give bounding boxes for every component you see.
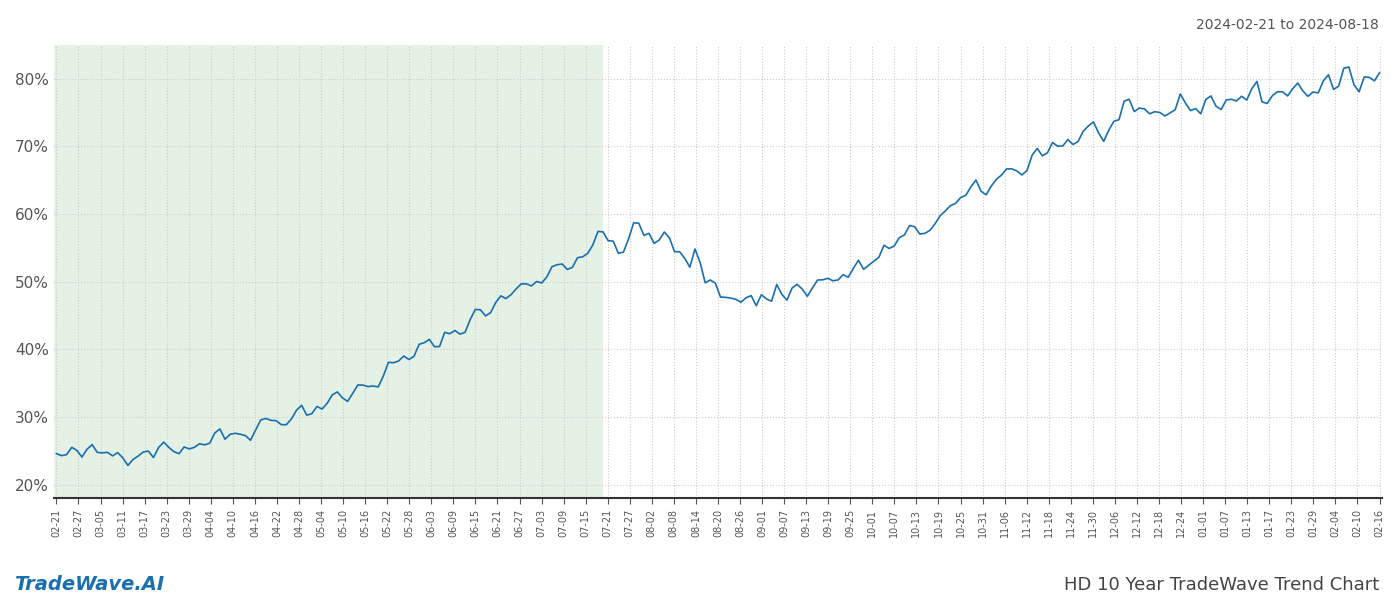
Text: TradeWave.AI: TradeWave.AI	[14, 575, 164, 594]
Text: HD 10 Year TradeWave Trend Chart: HD 10 Year TradeWave Trend Chart	[1064, 576, 1379, 594]
Text: 2024-02-21 to 2024-08-18: 2024-02-21 to 2024-08-18	[1196, 18, 1379, 32]
Bar	[53, 45, 603, 498]
